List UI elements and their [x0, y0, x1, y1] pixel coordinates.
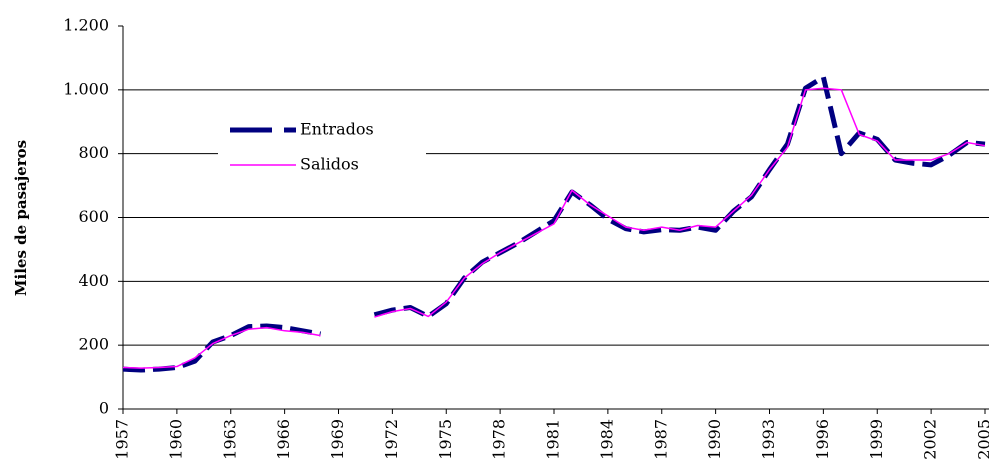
x-tick-label: 1978 — [490, 419, 509, 460]
x-tick-label: 2002 — [921, 419, 940, 460]
x-tick-label: 1972 — [382, 419, 401, 460]
y-axis-label: Miles de pasajeros — [12, 140, 30, 296]
x-tick-label: 1981 — [544, 419, 563, 460]
y-tick-label: 600 — [78, 207, 109, 226]
x-tick-label: 1975 — [436, 419, 455, 460]
legend-box — [218, 112, 426, 190]
y-tick-label: 800 — [78, 143, 109, 162]
x-tick-label: 1993 — [759, 419, 778, 460]
x-tick-label: 1960 — [166, 419, 185, 460]
y-tick-label: 200 — [78, 335, 109, 354]
y-tick-label: 1.000 — [63, 79, 109, 98]
y-tick-label: 1.200 — [63, 16, 109, 35]
legend-label: Salidos — [300, 155, 359, 174]
legend-label: Entrados — [300, 120, 374, 139]
y-tick-label: 400 — [78, 271, 109, 290]
x-tick-label: 1999 — [867, 419, 886, 460]
x-tick-label: 2005 — [975, 419, 989, 460]
x-tick-label: 1966 — [274, 419, 293, 460]
y-tick-label: 0 — [99, 399, 109, 418]
x-tick-label: 1996 — [813, 419, 832, 460]
x-tick-label: 1987 — [651, 419, 670, 460]
x-tick-label: 1990 — [705, 419, 724, 460]
x-tick-label: 1969 — [328, 419, 347, 460]
x-tick-label: 1957 — [113, 419, 132, 460]
series-line — [122, 87, 986, 369]
x-tick-label: 1984 — [597, 419, 616, 460]
x-tick-label: 1963 — [220, 419, 239, 460]
